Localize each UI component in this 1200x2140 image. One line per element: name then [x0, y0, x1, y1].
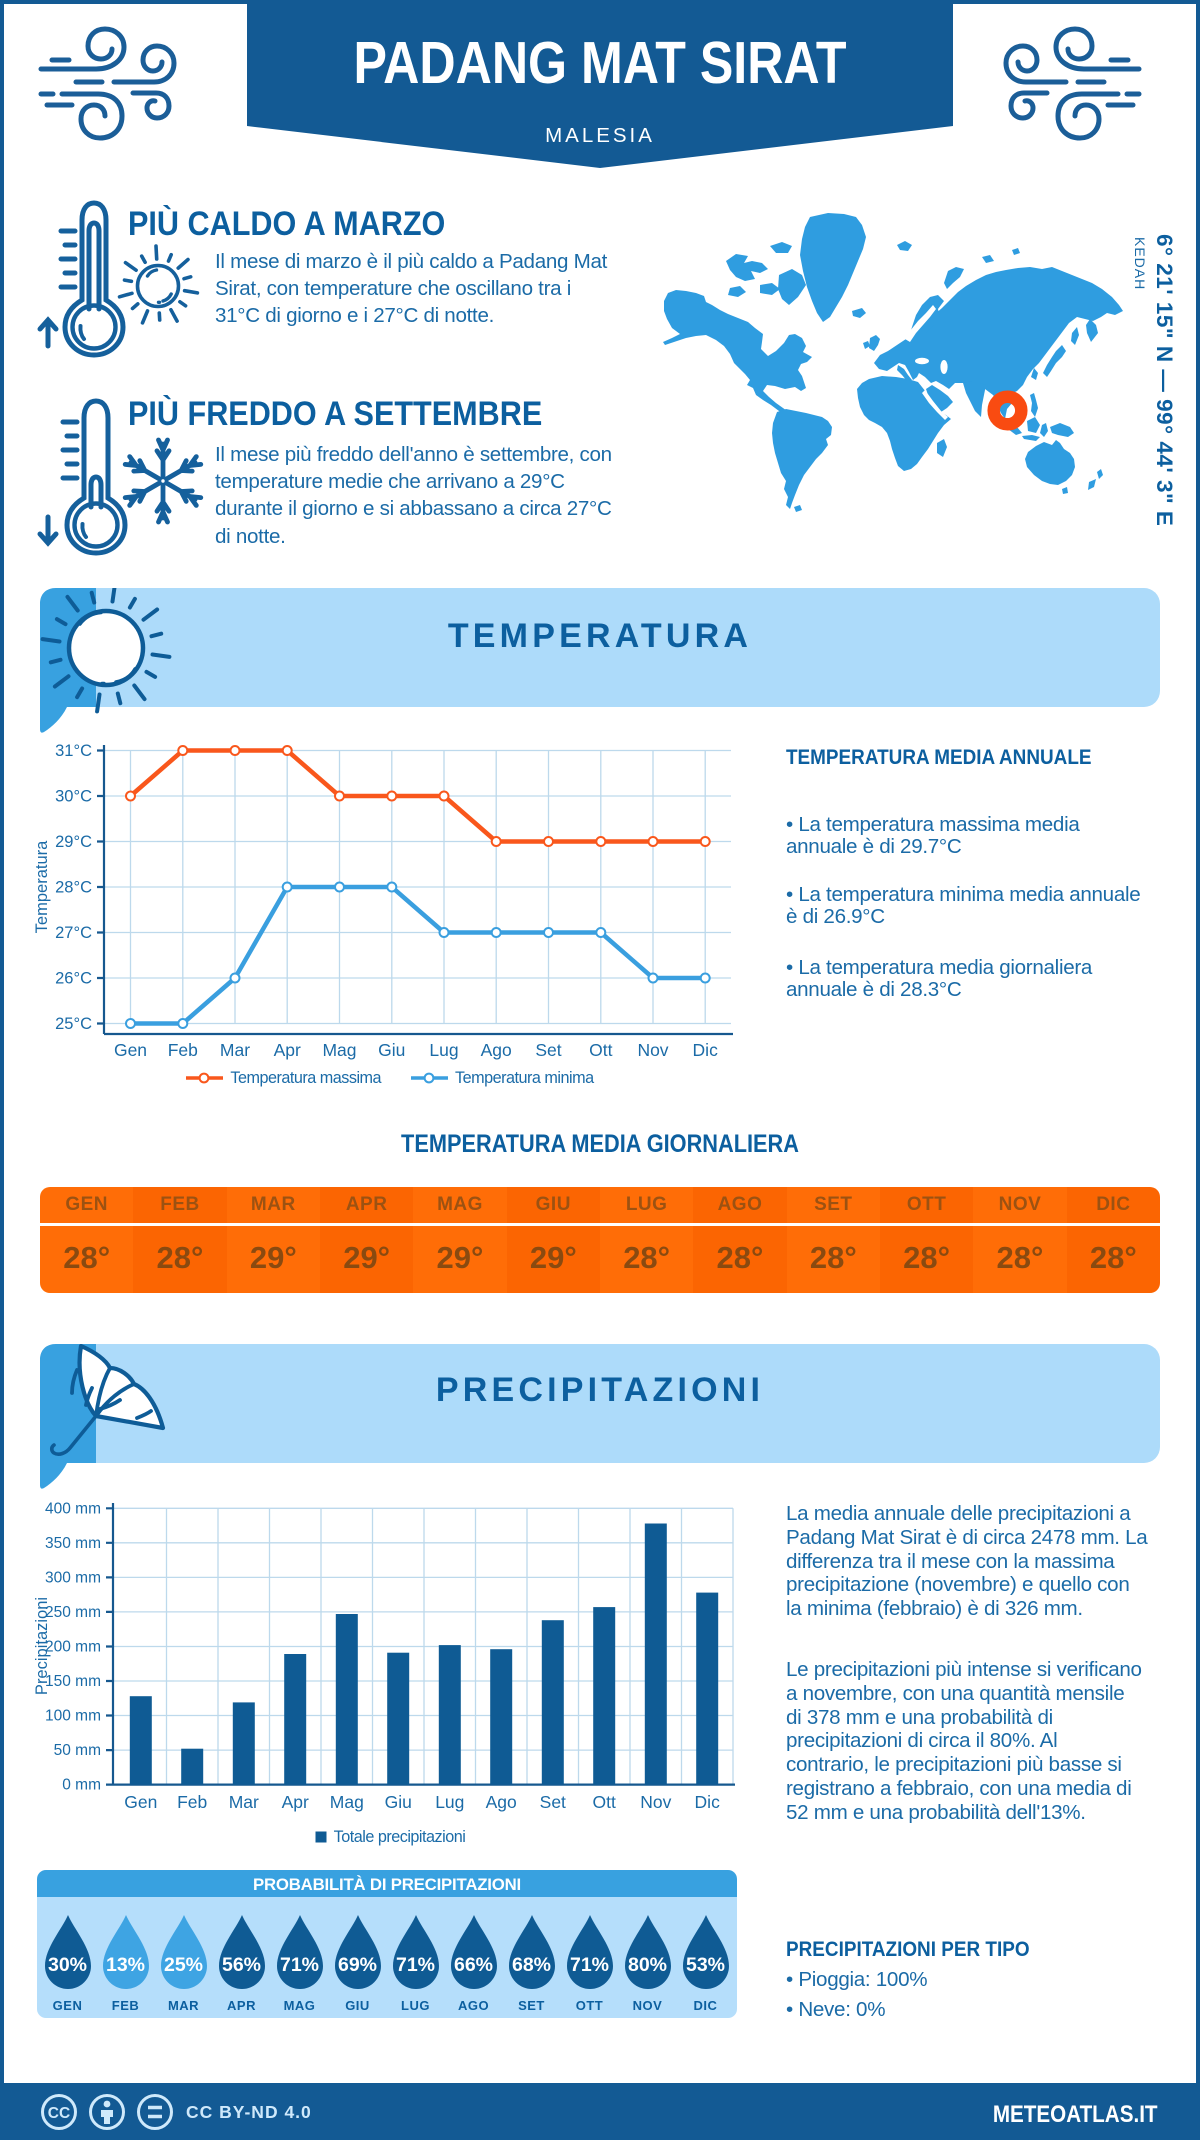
svg-text:Ott: Ott	[589, 1040, 612, 1060]
svg-text:Nov: Nov	[637, 1040, 668, 1060]
svg-text:Mag: Mag	[322, 1040, 356, 1060]
svg-text:Giu: Giu	[385, 1792, 412, 1812]
svg-text:27°C: 27°C	[55, 924, 92, 942]
svg-text:Lug: Lug	[429, 1040, 458, 1060]
svg-text:0 mm: 0 mm	[62, 1777, 101, 1794]
svg-text:CC: CC	[48, 2105, 70, 2122]
svg-text:Mar: Mar	[229, 1792, 259, 1812]
svg-text:25°C: 25°C	[55, 1015, 92, 1033]
svg-text:Mag: Mag	[330, 1792, 364, 1812]
svg-text:Mar: Mar	[220, 1040, 250, 1060]
svg-text:28°C: 28°C	[55, 879, 92, 897]
svg-text:350 mm: 350 mm	[45, 1535, 101, 1552]
svg-text:26°C: 26°C	[55, 970, 92, 988]
svg-text:Dic: Dic	[693, 1040, 719, 1060]
svg-text:100 mm: 100 mm	[45, 1708, 101, 1725]
svg-text:200 mm: 200 mm	[45, 1639, 101, 1656]
svg-text:Lug: Lug	[435, 1792, 464, 1812]
svg-text:Gen: Gen	[124, 1792, 157, 1812]
svg-text:29°C: 29°C	[55, 833, 92, 851]
svg-text:400 mm: 400 mm	[45, 1500, 101, 1517]
svg-text:Temperatura: Temperatura	[33, 840, 51, 933]
svg-text:Ott: Ott	[593, 1792, 616, 1812]
svg-text:Giu: Giu	[378, 1040, 405, 1060]
svg-text:Apr: Apr	[274, 1040, 301, 1060]
svg-text:Set: Set	[540, 1792, 566, 1812]
svg-text:Apr: Apr	[282, 1792, 309, 1812]
svg-text:30°C: 30°C	[55, 788, 92, 806]
svg-text:Dic: Dic	[695, 1792, 721, 1812]
svg-text:300 mm: 300 mm	[45, 1569, 101, 1586]
svg-text:31°C: 31°C	[55, 742, 92, 760]
svg-text:Precipitazioni: Precipitazioni	[33, 1597, 51, 1695]
svg-text:Set: Set	[535, 1040, 561, 1060]
svg-text:Feb: Feb	[177, 1792, 207, 1812]
svg-text:150 mm: 150 mm	[45, 1673, 101, 1690]
svg-text:Nov: Nov	[640, 1792, 671, 1812]
svg-text:Ago: Ago	[481, 1040, 512, 1060]
svg-text:250 mm: 250 mm	[45, 1604, 101, 1621]
svg-text:Ago: Ago	[486, 1792, 517, 1812]
svg-text:50 mm: 50 mm	[54, 1742, 101, 1759]
svg-text:Feb: Feb	[168, 1040, 198, 1060]
svg-text:Gen: Gen	[114, 1040, 147, 1060]
